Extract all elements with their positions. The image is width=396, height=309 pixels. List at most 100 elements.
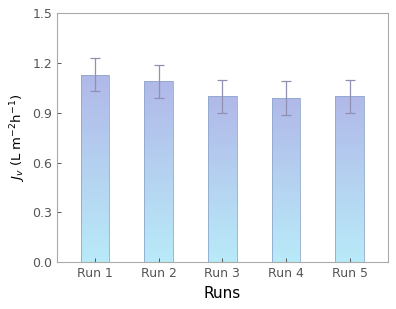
Bar (145, 187, 173, 188)
Bar (335, 224, 364, 225)
Bar (272, 198, 300, 199)
Bar (81, 183, 109, 184)
Bar (81, 128, 109, 129)
Bar (272, 194, 300, 195)
Bar (272, 106, 300, 107)
Bar (272, 117, 300, 118)
Bar (335, 207, 364, 208)
Bar (81, 203, 109, 204)
Bar (145, 209, 173, 210)
Bar (81, 148, 109, 149)
Bar (81, 135, 109, 136)
Bar (145, 235, 173, 236)
Bar (208, 207, 237, 208)
Bar (145, 83, 173, 84)
Bar (145, 161, 173, 162)
Bar (208, 118, 237, 119)
Bar (145, 133, 173, 134)
Bar (208, 126, 237, 127)
Bar (81, 175, 109, 176)
Bar (145, 124, 173, 125)
Bar (208, 133, 237, 134)
Bar (208, 255, 237, 256)
Bar (335, 218, 364, 219)
Bar (272, 258, 300, 259)
Bar (335, 256, 364, 257)
Bar (208, 175, 237, 176)
Bar (272, 237, 300, 238)
Bar (145, 221, 173, 222)
Bar (145, 199, 173, 200)
Bar (208, 189, 237, 190)
Bar (81, 131, 109, 132)
Bar (81, 221, 109, 222)
Bar (208, 251, 237, 252)
Bar (208, 226, 237, 227)
Bar (335, 244, 364, 245)
Bar (81, 188, 109, 189)
Bar (81, 206, 109, 207)
Bar (145, 109, 173, 110)
Bar (208, 190, 237, 191)
Bar (335, 161, 364, 162)
Bar (81, 239, 109, 240)
Bar (145, 141, 173, 142)
Bar (272, 178, 300, 179)
Bar (145, 100, 173, 101)
Bar (335, 227, 364, 228)
Bar (335, 224, 364, 225)
Bar (272, 108, 300, 109)
Bar (145, 196, 173, 197)
Bar (145, 197, 173, 198)
Bar (208, 216, 237, 217)
Bar (272, 149, 300, 150)
Bar (208, 196, 237, 197)
Bar (272, 200, 300, 201)
Bar (145, 235, 173, 236)
Bar (81, 84, 109, 85)
Bar (208, 258, 237, 259)
Bar (208, 191, 237, 192)
Bar (272, 215, 300, 216)
Bar (272, 176, 300, 177)
Bar (335, 138, 364, 139)
Bar (208, 131, 237, 132)
Bar (145, 94, 173, 95)
Bar (145, 204, 173, 205)
Bar (335, 198, 364, 199)
Bar (208, 235, 237, 236)
Bar (208, 245, 237, 246)
Bar (335, 234, 364, 235)
Bar (272, 126, 300, 127)
Bar (335, 236, 364, 237)
Bar (81, 209, 109, 210)
Bar (335, 217, 364, 218)
Bar (208, 213, 237, 214)
Bar (272, 111, 300, 112)
Bar (208, 169, 237, 170)
Bar (272, 124, 300, 125)
Bar (335, 238, 364, 239)
Bar (81, 208, 109, 209)
Bar (145, 130, 173, 131)
Bar (272, 157, 300, 158)
Bar (272, 226, 300, 227)
Bar (335, 131, 364, 132)
Bar (145, 95, 173, 96)
Bar (272, 239, 300, 240)
Bar (208, 163, 237, 164)
Bar (272, 137, 300, 138)
Bar (81, 165, 109, 166)
Bar (335, 153, 364, 154)
Bar (145, 189, 173, 190)
Bar (272, 168, 300, 169)
Bar (335, 247, 364, 248)
Bar (272, 249, 300, 250)
Bar (272, 248, 300, 249)
Bar (81, 129, 109, 130)
Bar (145, 197, 173, 198)
Bar (208, 125, 237, 126)
Bar (272, 128, 300, 129)
Bar (81, 179, 109, 180)
Bar (81, 258, 109, 259)
